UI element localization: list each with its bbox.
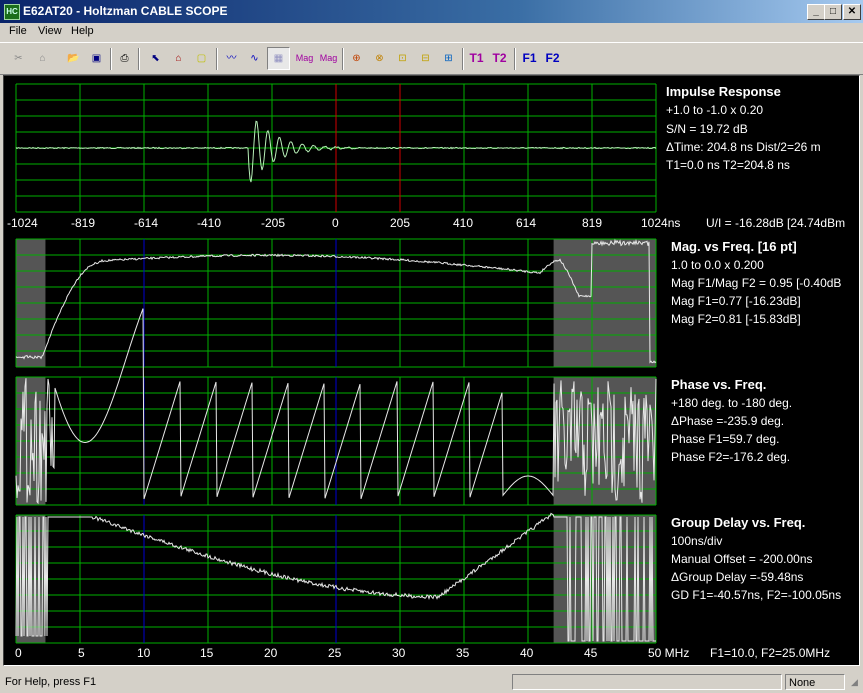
group-delay-trace [15,512,656,642]
close-button[interactable]: ✕ [843,4,861,20]
impulse-sn: S/N = 19.72 dB [666,122,748,136]
gd-add-icon[interactable]: ⊞ [444,53,453,64]
menu-bar: File View Help [0,23,863,41]
phase-trace [15,308,657,505]
mag-scale: 1.0 to 0.0 x 0.200 [671,258,764,272]
impulse-trace [15,120,657,183]
gd-scale: 100ns/div [671,534,723,548]
freq-markers-readout: F1=10.0, F2=25.0MHz [710,646,831,660]
freq-tick: 5 [78,646,85,660]
ui-readout: U/I = -16.28dB [24.74dBm [706,216,846,230]
freq-tick: 35 [456,646,470,660]
menu-help[interactable]: Help [71,25,94,37]
scope-plots[interactable] [4,76,859,665]
house-view-icon[interactable]: ⌂ [175,53,182,64]
gd-icon[interactable]: ⊟ [421,53,430,64]
freq-tick: 10 [137,646,151,660]
mag-ratio: Mag F1/Mag F2 = 0.95 [-0.40dB [671,276,842,290]
window-title: E62AT20 - Holtzman CABLE SCOPE [23,4,228,18]
title-bar: HC E62AT20 - Holtzman CABLE SCOPE _ □ ✕ [0,0,863,23]
cut-icon[interactable]: ✂ [14,53,23,64]
time-tick: 205 [390,216,411,230]
f2-button[interactable]: F2 [545,51,560,65]
time-tick: 614 [516,216,537,230]
time-tick: 410 [453,216,474,230]
f1-button[interactable]: F1 [522,51,537,65]
freq-tick: 15 [200,646,214,660]
gd-offset: Manual Offset = -200.00ns [671,552,813,566]
home-icon[interactable]: ⌂ [39,53,46,64]
phase-f2: Phase F2=-176.2 deg. [671,450,791,464]
time-tick: 0 [332,216,339,230]
status-bar: For Help, press F1 None ◢ [0,672,863,693]
magnitude-trace [15,238,657,364]
phase-heading: Phase vs. Freq. [671,377,767,392]
freq-tick: 50 MHz [648,646,690,660]
time-tick: 1024ns [641,216,681,230]
freq-tick: 0 [15,646,22,660]
freq-tick: 40 [520,646,534,660]
zoom-box-icon[interactable]: ▢ [196,53,207,64]
toolbar-separator [216,48,218,70]
time-tick: -410 [197,216,222,230]
gd-heading: Group Delay vs. Freq. [671,515,806,530]
time-tick: -819 [71,216,96,230]
mag-add-button[interactable]: Mag [319,53,338,63]
grid-toggle-icon[interactable]: ▦ [267,47,290,70]
open-folder-icon[interactable]: 📂 [67,53,80,64]
group-delay-icon[interactable]: ⊡ [398,53,407,64]
freq-tick: 45 [584,646,598,660]
status-mode: None [785,674,845,690]
save-icon[interactable]: ▣ [91,53,102,64]
phase-scale: +180 deg. to -180 deg. [671,396,793,410]
scope-display[interactable]: Impulse Response +1.0 to -1.0 x 0.20 S/N… [3,75,860,666]
impulse-times: T1=0.0 ns T2=204.8 ns [666,158,790,172]
smooth-wave-icon[interactable]: ∿ [250,53,259,64]
phase-f1: Phase F1=59.7 deg. [671,432,780,446]
mag-heading: Mag. vs Freq. [16 pt] [671,239,797,254]
gd-values: GD F1=-40.57ns, F2=-100.05ns [671,588,842,602]
cursor-icon[interactable]: ⬉ [151,53,160,64]
toolbar: ✂ ⌂ 📂 ▣ ⎙ ⬉ ⌂ ▢ 〰 ∿ ▦ Mag Mag ⊕ ⊗ ⊡ ⊟ ⊞ … [0,42,863,75]
phase-icon[interactable]: ⊕ [352,53,361,64]
t2-button[interactable]: T2 [492,51,507,65]
time-tick: 819 [582,216,603,230]
phase-delta: ΔPhase =-235.9 deg. [671,414,785,428]
time-tick: -205 [261,216,286,230]
toolbar-separator [110,48,112,70]
impulse-scale: +1.0 to -1.0 x 0.20 [666,103,764,117]
gd-delta: ΔGroup Delay =-59.48ns [671,570,804,584]
toolbar-separator [514,48,516,70]
toolbar-separator [462,48,464,70]
menu-file[interactable]: File [9,25,27,37]
phase-delay-icon[interactable]: ⊗ [375,53,384,64]
minimize-button[interactable]: _ [807,4,825,20]
time-tick: -1024 [7,216,38,230]
status-blank [512,674,782,690]
mag-f1: Mag F1=0.77 [-16.23dB] [671,294,801,308]
toolbar-separator [342,48,344,70]
status-help: For Help, press F1 [5,676,97,688]
mag-button[interactable]: Mag [295,53,314,63]
print-icon[interactable]: ⎙ [120,53,129,64]
toolbar-separator [138,48,140,70]
freq-tick: 20 [264,646,278,660]
freq-tick: 30 [392,646,406,660]
resize-grip-icon[interactable]: ◢ [851,677,858,687]
app-icon[interactable]: HC [4,4,20,20]
time-tick: -614 [134,216,159,230]
mag-f2: Mag F2=0.81 [-15.83dB] [671,312,801,326]
menu-view[interactable]: View [38,25,62,37]
waveform-icon[interactable]: 〰 [226,53,237,64]
impulse-dtime: ΔTime: 204.8 ns Dist/2=26 m [666,140,821,154]
t1-button[interactable]: T1 [469,51,484,65]
maximize-button[interactable]: □ [824,4,842,20]
impulse-heading: Impulse Response [666,84,781,99]
freq-tick: 25 [328,646,342,660]
